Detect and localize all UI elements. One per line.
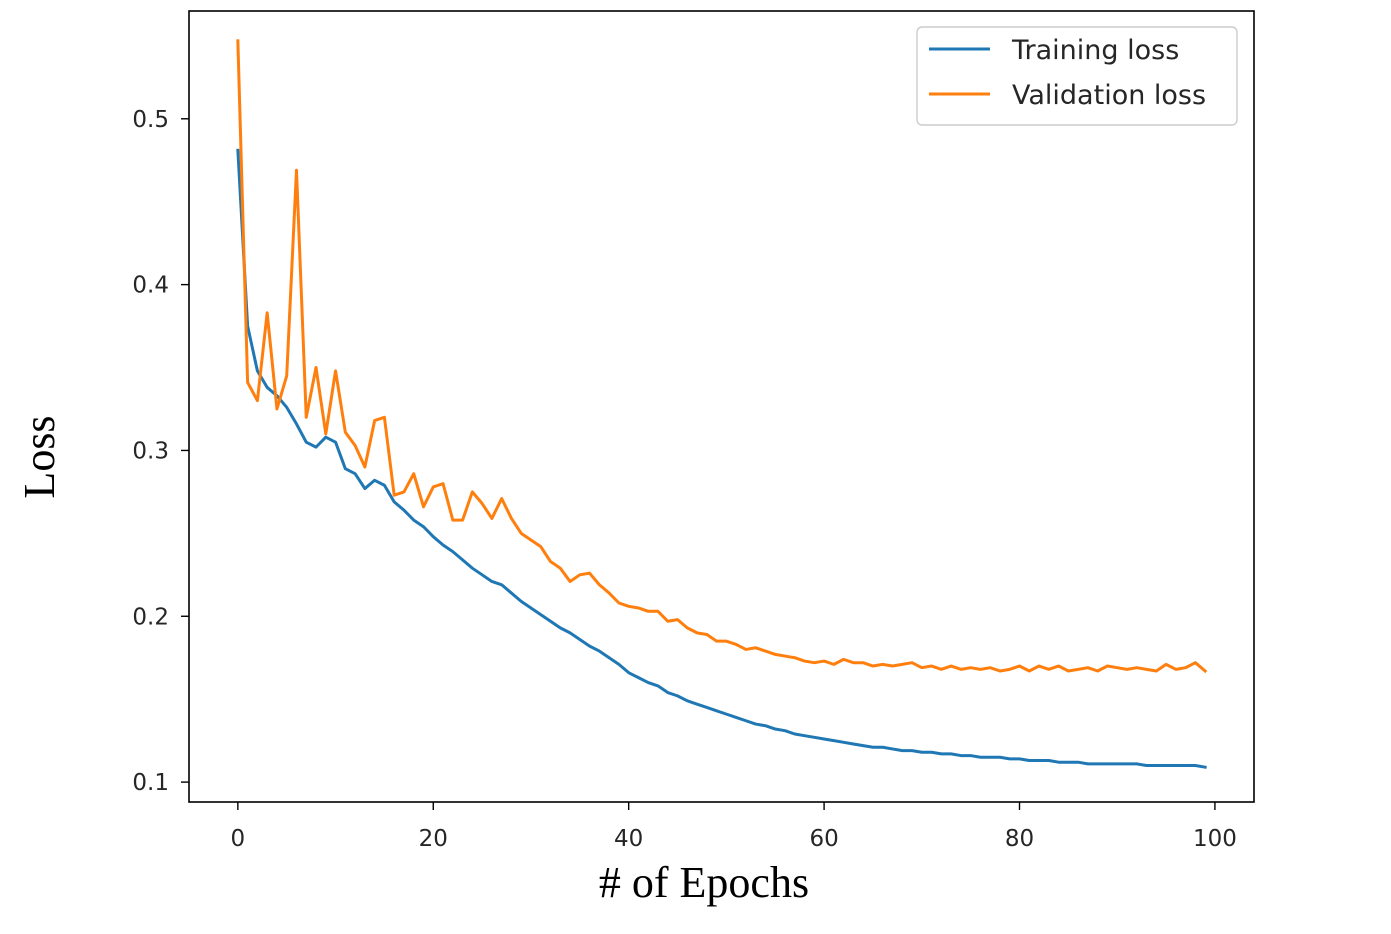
x-tick-label: 20	[419, 826, 448, 852]
x-tick-label: 0	[231, 826, 246, 852]
series-line-training-loss	[236, 148, 1207, 769]
x-tick-label: 40	[614, 826, 643, 852]
legend: Training loss Validation loss	[916, 26, 1238, 126]
x-tick-label: 80	[1005, 826, 1034, 852]
legend-label-validation: Validation loss	[1012, 80, 1206, 111]
y-axis: 0.1 0.2 0.3 0.4 0.5	[132, 107, 189, 796]
y-tick-label: 0.3	[132, 438, 169, 464]
x-axis-title: # of Epochs	[599, 858, 809, 907]
y-tick-label: 0.2	[132, 604, 169, 630]
y-tick-label: 0.4	[132, 273, 169, 299]
x-tick-label: 60	[809, 826, 838, 852]
y-tick-label: 0.5	[132, 107, 169, 133]
x-tick-label: 100	[1193, 826, 1237, 852]
plot-frame	[188, 10, 1255, 803]
y-axis-title: Loss	[15, 415, 64, 498]
y-tick-label: 0.1	[132, 770, 169, 796]
plot-area	[236, 39, 1208, 769]
x-axis: 0 20 40 60 80 100	[231, 802, 1237, 852]
legend-label-training: Training loss	[1011, 35, 1179, 66]
series-line-validation-loss	[236, 39, 1208, 674]
legend-frame	[916, 26, 1238, 126]
